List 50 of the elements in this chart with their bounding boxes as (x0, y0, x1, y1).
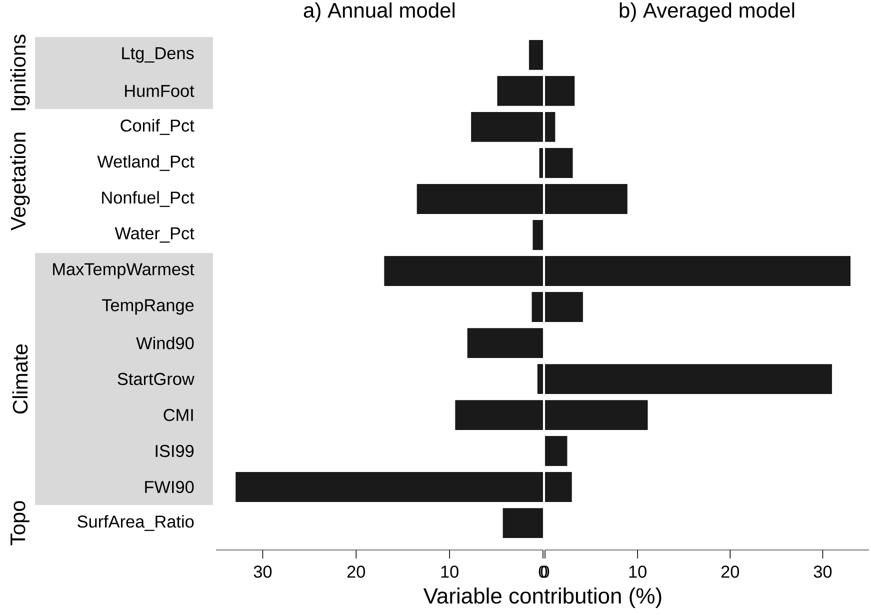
chart-title: a) Annual model (304, 2, 455, 22)
y-tick-label: CMI (164, 408, 193, 422)
bar (528, 40, 543, 70)
x-tick-label: 20 (347, 566, 366, 578)
x-tick-label: 20 (721, 566, 740, 578)
bar (455, 400, 543, 430)
bar (532, 292, 543, 322)
bar (545, 148, 573, 178)
x-axis-title: Variable contribution (%) (423, 588, 662, 608)
x-tick-label: 30 (254, 566, 272, 578)
y-tick-label: TempRange (102, 299, 194, 315)
y-tick-label: SurfArea_Ratio (78, 515, 194, 531)
bar (545, 292, 583, 322)
bar (539, 148, 543, 178)
bar (545, 472, 572, 502)
x-tick-label: 30 (814, 566, 832, 578)
text: Topo (10, 501, 30, 546)
y-tick-label: Conif_Pct (120, 119, 194, 135)
bar (545, 436, 568, 466)
text: Ignitions (10, 34, 30, 110)
bar (502, 508, 543, 538)
bar (537, 364, 543, 394)
bar (497, 76, 543, 106)
x-tick-label: 10 (441, 566, 458, 578)
text: Vegetation (10, 132, 30, 231)
bar (236, 472, 543, 502)
bar (545, 256, 850, 286)
y-tick-label: FWI90 (145, 480, 194, 494)
text: Climate (12, 344, 28, 414)
y-tick-label: Wetland_Pct (97, 155, 194, 171)
bar (545, 76, 575, 106)
x-tick-label: 10 (629, 566, 646, 578)
y-tick-label: HumFoot (125, 85, 194, 97)
bar (532, 220, 543, 250)
bar (545, 364, 832, 394)
chart-title: b) Averaged model (620, 2, 794, 22)
y-tick-label: Nonfuel_Pct (102, 191, 194, 207)
y-tick-label: Ltg_Dens (122, 47, 194, 63)
y-tick-label: ISI99 (156, 444, 194, 458)
bar (545, 112, 556, 142)
bar (384, 256, 543, 286)
y-tick-label: Water_Pct (114, 227, 194, 243)
y-tick-label: MaxTempWarmest (53, 263, 194, 279)
y-tick-label: Wind90 (136, 336, 194, 350)
bar (545, 184, 628, 214)
bar (416, 184, 543, 214)
y-tick-label: StartGrow (118, 372, 194, 386)
bar (545, 400, 648, 430)
bar (467, 328, 543, 358)
bar (471, 112, 543, 142)
